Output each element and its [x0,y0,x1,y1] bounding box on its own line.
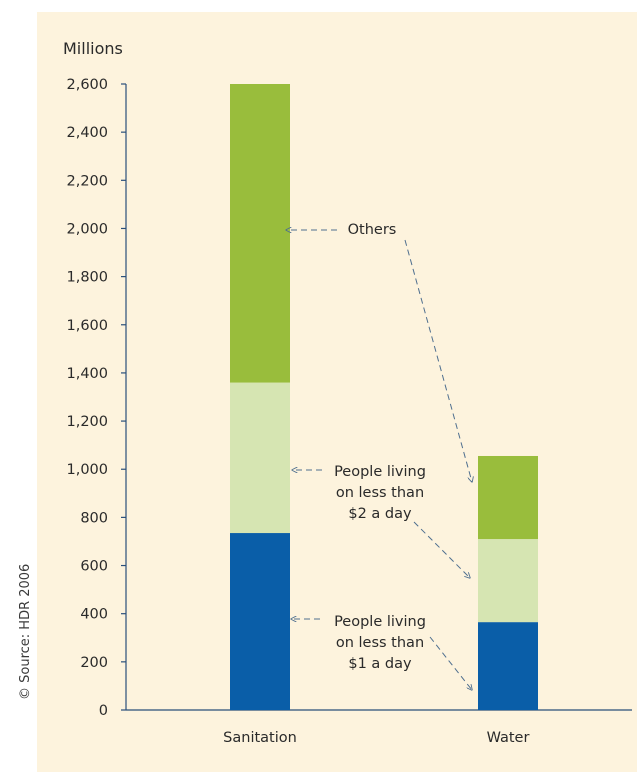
annotation-dollar2: People living [334,464,426,480]
annotation-dollar2: on less than [336,485,424,501]
y-tick-label: 800 [80,510,108,526]
y-axis-title: Millions [63,39,123,58]
bar-segment-dollar2 [230,382,290,534]
y-tick-label: 2,600 [66,77,108,93]
annotation-dollar1: on less than [336,635,424,651]
y-tick-label: 1,000 [66,462,108,478]
y-tick-label: 1,200 [66,414,108,430]
y-tick-label: 0 [99,703,108,719]
annotation-dollar2: $2 a day [348,506,412,522]
arrow-others-water [404,239,472,482]
y-tick-label: 600 [80,559,108,575]
y-tick-label: 1,600 [66,318,108,334]
arrow-dollar1-water [429,636,472,690]
bar-segment-dollar1 [230,533,290,710]
y-tick-label: 1,800 [66,270,108,286]
x-tick-label: Water [487,730,530,746]
y-tick-label: 200 [80,655,108,671]
bar-segment-dollar1 [478,622,538,710]
y-tick-label: 400 [80,607,108,623]
bar-segment-others [478,455,538,540]
y-tick-label: 2,400 [66,125,108,141]
x-tick-label: Sanitation [223,730,297,746]
source-credit: © Source: HDR 2006 [18,563,33,700]
y-tick-label: 2,000 [66,221,108,237]
y-tick-label: 2,200 [66,173,108,189]
y-tick-label: 1,400 [66,366,108,382]
bar-segment-others [230,84,290,383]
annotation-dollar1: $1 a day [348,656,412,672]
annotation-others: Others [348,222,397,238]
arrow-dollar2-water [413,521,470,578]
bar-segment-dollar2 [478,539,538,623]
annotation-dollar1: People living [334,614,426,630]
